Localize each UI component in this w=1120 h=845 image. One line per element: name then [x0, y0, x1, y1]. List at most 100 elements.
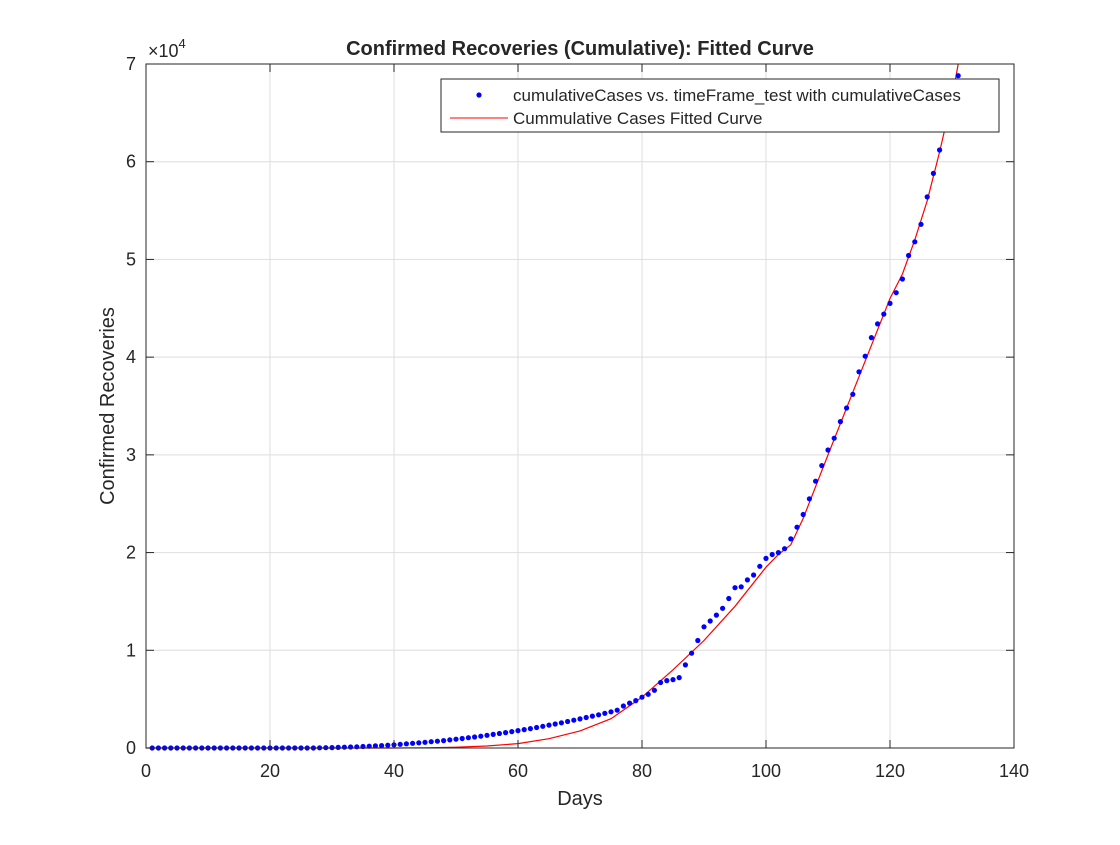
data-point — [726, 595, 732, 602]
data-point — [558, 720, 565, 726]
legend-box — [440, 78, 1000, 133]
data-point — [794, 524, 800, 530]
data-point — [447, 737, 453, 743]
data-point — [478, 733, 484, 739]
y-tick-label: 5 — [126, 249, 136, 269]
data-point — [664, 678, 670, 684]
axis-ticks: 0 20 40 60 80 100 120 140 0 1 2 3 4 5 6 7 — [126, 54, 1029, 781]
data-point — [503, 730, 509, 736]
data-point — [912, 239, 918, 245]
y-tick-label: 2 — [126, 543, 136, 563]
y-tick-label: 0 — [126, 738, 136, 758]
data-point — [899, 276, 906, 282]
data-point — [676, 675, 682, 681]
data-point — [639, 694, 645, 700]
data-point — [633, 698, 639, 704]
data-point — [552, 721, 558, 727]
data-point — [732, 585, 738, 591]
data-point — [918, 221, 924, 227]
y-multiplier-exponent: 4 — [179, 36, 186, 51]
data-point — [379, 743, 385, 749]
data-point — [782, 546, 788, 552]
data-point — [583, 714, 589, 721]
data-point — [521, 727, 527, 733]
data-point — [441, 738, 447, 744]
data-point — [372, 743, 378, 749]
data-point — [701, 624, 707, 630]
data-point — [893, 290, 899, 296]
x-tick-label: 80 — [632, 761, 652, 781]
legend: cumulativeCases vs. timeFrame_test with … — [440, 78, 1000, 133]
data-point — [775, 550, 782, 556]
data-point — [620, 703, 627, 709]
data-point — [930, 170, 937, 176]
x-axis-label: Days — [557, 788, 603, 810]
data-point — [335, 744, 341, 751]
data-point — [788, 536, 794, 542]
data-points-layer — [149, 73, 961, 751]
data-point — [744, 577, 751, 583]
legend-label-points: cumulativeCases vs. timeFrame_test with … — [513, 86, 961, 105]
data-point — [403, 741, 409, 747]
y-tick-label: 7 — [126, 54, 136, 74]
fitted-curve-layer — [146, 63, 959, 749]
data-point — [651, 687, 658, 693]
y-multiplier-label: ×104 — [148, 36, 186, 61]
y-tick-label: 6 — [126, 152, 136, 172]
data-point — [354, 744, 360, 750]
y-tick-label: 4 — [126, 347, 136, 367]
fitted-curve-line — [146, 63, 959, 749]
data-point — [689, 650, 695, 656]
data-point — [713, 612, 720, 618]
data-point — [496, 730, 502, 737]
data-point — [341, 744, 347, 750]
data-point — [707, 618, 713, 624]
data-point — [751, 572, 757, 578]
data-point — [875, 321, 881, 327]
data-point — [465, 735, 471, 741]
legend-label-fit: Cummulative Cases Fitted Curve — [513, 109, 762, 128]
data-point — [490, 731, 496, 738]
data-point — [682, 662, 689, 668]
x-tick-label: 60 — [508, 761, 528, 781]
data-point — [534, 724, 540, 731]
data-point — [831, 435, 837, 441]
data-point — [955, 73, 961, 79]
data-point — [484, 732, 490, 738]
data-point — [428, 739, 434, 745]
data-point — [546, 722, 552, 728]
data-point — [589, 713, 596, 719]
x-tick-label: 100 — [751, 761, 781, 781]
data-point — [472, 734, 478, 740]
data-point — [416, 740, 422, 746]
data-point — [837, 419, 844, 425]
x-tick-label: 140 — [999, 761, 1029, 781]
data-point — [608, 709, 614, 715]
data-point — [720, 605, 726, 611]
data-point — [881, 311, 887, 317]
data-point — [738, 584, 744, 590]
grid-lines — [145, 63, 1015, 749]
data-point — [906, 252, 912, 259]
data-point — [887, 300, 893, 306]
x-tick-label: 40 — [384, 761, 404, 781]
data-point — [763, 555, 769, 562]
data-point — [645, 691, 651, 697]
data-point — [856, 369, 862, 375]
x-tick-label: 0 — [141, 761, 151, 781]
legend-marker-points — [476, 92, 482, 98]
data-point — [397, 741, 403, 747]
data-point — [453, 736, 459, 742]
data-point — [757, 563, 763, 569]
data-point — [385, 742, 391, 748]
data-point — [769, 551, 775, 558]
data-point — [627, 700, 633, 706]
data-point — [844, 405, 850, 411]
x-tick-label: 120 — [875, 761, 905, 781]
data-point — [670, 677, 676, 683]
data-point — [806, 496, 813, 502]
data-point — [825, 447, 831, 453]
data-point — [540, 723, 546, 729]
